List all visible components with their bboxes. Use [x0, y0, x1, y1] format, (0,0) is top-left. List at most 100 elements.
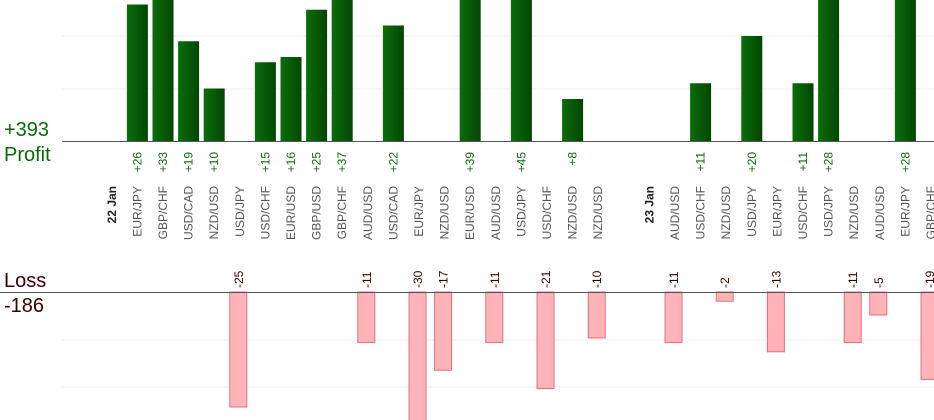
profit-total: +393: [4, 119, 50, 141]
loss-value-label: -30: [411, 270, 425, 288]
value-labels: +26 +33 +19 +10 -25 +15 +16 +25 +37 -11 +22 -30 -17 +…: [130, 152, 934, 288]
profit-bar: [690, 83, 712, 141]
category-label: USD/CAD: [386, 186, 400, 240]
profit-label: Profit: [4, 144, 51, 166]
category-label: EUR/JPY: [770, 186, 784, 237]
profit-value-label: +28: [898, 152, 912, 173]
category-label: USD/CHF: [694, 186, 708, 239]
category-label: GBP/USD: [310, 186, 324, 240]
category-label: NZD/USD: [719, 186, 733, 240]
category-label: NZD/USD: [207, 186, 221, 240]
profit-value-label: +45: [514, 152, 528, 173]
category-label: NZD/USD: [591, 186, 605, 240]
loss-bar: [587, 291, 606, 339]
loss-bar: [229, 291, 248, 408]
profit-bars: [126, 0, 916, 141]
profit-value-label: +11: [796, 152, 810, 172]
loss-bar: [920, 291, 934, 380]
category-label: GBP/CHF: [335, 186, 349, 239]
loss-value-label: -25: [232, 270, 246, 288]
category-label: USD/CAD: [182, 186, 196, 240]
profit-bar: [894, 0, 916, 141]
category-label: USD/JPY: [745, 186, 759, 237]
profit-value-label: +10: [207, 152, 221, 173]
loss-value-label: -11: [488, 271, 502, 288]
loss-total: -186: [4, 295, 45, 317]
profit-value-label: +22: [386, 152, 400, 173]
loss-value-label: -13: [769, 270, 783, 288]
category-label: USD/CHF: [258, 186, 272, 239]
category-label: AUD/USD: [873, 186, 887, 240]
category-label: EUR/USD: [463, 186, 477, 240]
loss-value-label: -5: [872, 277, 886, 288]
category-label: USD/JPY: [822, 186, 836, 237]
loss-bar: [664, 291, 683, 344]
category-label: USD/JPY: [233, 186, 247, 237]
profit-bar: [280, 57, 302, 141]
category-label: AUD/USD: [361, 186, 375, 240]
profit-value-label: +28: [822, 152, 836, 173]
axes: [0, 141, 934, 293]
date-label: 22 Jan: [105, 186, 119, 223]
category-label: GBP/CHF: [924, 186, 934, 239]
loss-value-label: -17: [437, 270, 451, 288]
profit-value-label: +15: [258, 152, 272, 173]
loss-bar: [485, 291, 504, 344]
category-label: GBP/CHF: [156, 186, 170, 239]
profit-bar: [792, 83, 814, 141]
loss-bar: [357, 291, 376, 344]
category-label: NZD/USD: [847, 186, 861, 240]
profit-value-label: +8: [566, 152, 580, 166]
profit-bar: [331, 0, 353, 141]
category-label: USD/JPY: [514, 186, 528, 237]
loss-value-label: -11: [846, 271, 860, 288]
category-label: EUR/USD: [284, 186, 298, 240]
loss-bar: [408, 291, 427, 420]
profit-bar: [306, 9, 328, 141]
profit-bar: [510, 0, 532, 141]
profit-bar: [562, 99, 584, 141]
profit-value-label: +33: [156, 152, 170, 173]
category-label: NZD/USD: [438, 186, 452, 240]
profit-value-label: +26: [130, 152, 144, 173]
profit-value-label: +20: [745, 152, 759, 173]
loss-bar: [536, 291, 555, 390]
loss-bar: [434, 291, 453, 371]
profit-value-label: +37: [335, 152, 349, 173]
profit-bar: [203, 88, 225, 141]
loss-bars: [229, 291, 934, 420]
profit-value-label: +39: [463, 152, 477, 173]
profit-bar: [126, 4, 148, 141]
profit-value-label: +16: [284, 152, 298, 173]
profit-bar: [741, 36, 763, 141]
category-label: AUD/USD: [668, 186, 682, 240]
profit-bar: [459, 0, 481, 141]
profit-bar: [152, 0, 174, 141]
loss-value-label: -11: [360, 271, 374, 288]
category-label: AUD/USD: [489, 186, 503, 240]
category-label: EUR/JPY: [898, 186, 912, 237]
date-label: 23 Jan: [642, 186, 656, 223]
profit-bar: [178, 41, 200, 141]
profit-value-label: +25: [310, 152, 324, 173]
loss-value-label: -21: [539, 270, 553, 288]
category-label: NZD/USD: [566, 186, 580, 240]
category-label: EUR/JPY: [130, 186, 144, 237]
category-label: EUR/JPY: [412, 186, 426, 237]
loss-value-label: -19: [923, 270, 934, 288]
loss-value-label: -10: [590, 270, 604, 288]
category-label: USD/CHF: [540, 186, 554, 239]
profit-bar: [818, 0, 840, 141]
profit-bar: [254, 62, 276, 141]
loss-bar: [715, 291, 734, 302]
loss-bar: [766, 291, 785, 353]
category-label: USD/CHF: [796, 186, 810, 239]
category-labels: 22 Jan EUR/JPY GBP/CHF USD/CAD NZD/USD USD/JP…: [105, 186, 934, 240]
loss-value-label: -2: [718, 277, 732, 288]
loss-bar: [869, 291, 888, 316]
loss-bar: [843, 291, 862, 344]
profit-bar: [382, 25, 404, 141]
profit-value-label: +11: [694, 152, 708, 172]
profit-value-label: +19: [182, 152, 196, 173]
